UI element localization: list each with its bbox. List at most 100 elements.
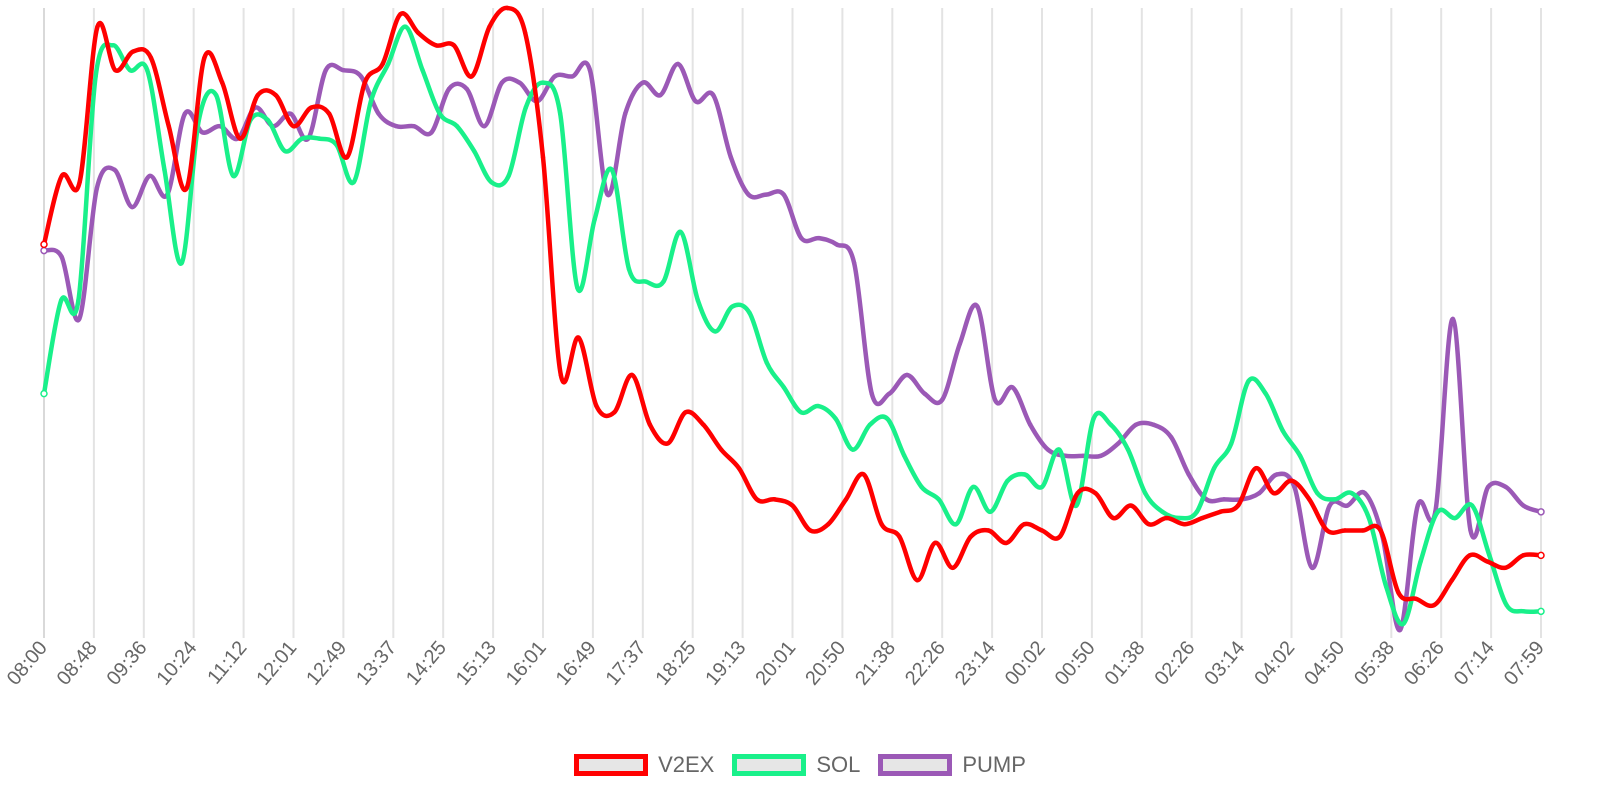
data-point-pump[interactable]	[323, 68, 328, 73]
data-point-pump[interactable]	[887, 391, 892, 396]
data-point-sol[interactable]	[523, 105, 528, 110]
data-point-sol[interactable]	[953, 522, 959, 527]
data-point-pump[interactable]	[1309, 565, 1315, 570]
data-point-sol[interactable]	[902, 453, 907, 459]
data-point-v2ex[interactable]	[237, 136, 243, 141]
data-point-v2ex[interactable]	[736, 466, 742, 471]
data-point-sol[interactable]	[385, 61, 391, 67]
data-point-v2ex[interactable]	[433, 43, 439, 48]
data-point-pump[interactable]	[147, 173, 152, 179]
data-point-v2ex[interactable]	[1307, 497, 1312, 502]
data-point-v2ex[interactable]	[1146, 522, 1152, 527]
data-point-pump[interactable]	[1274, 472, 1280, 477]
data-point-v2ex[interactable]	[1253, 466, 1259, 471]
data-point-v2ex[interactable]	[291, 123, 296, 129]
data-point-v2ex[interactable]	[1057, 534, 1063, 539]
data-point-pump[interactable]	[605, 192, 610, 197]
data-point-pump[interactable]	[59, 254, 64, 259]
data-point-sol[interactable]	[816, 403, 821, 409]
data-point-pump[interactable]	[746, 192, 751, 197]
data-point-v2ex[interactable]	[344, 155, 350, 160]
data-point-v2ex[interactable]	[398, 12, 403, 17]
data-point-sol[interactable]	[127, 68, 133, 73]
data-point-pump[interactable]	[446, 86, 452, 92]
data-point-v2ex[interactable]	[1396, 590, 1401, 595]
data-point-v2ex[interactable]	[469, 74, 474, 79]
data-point-sol[interactable]	[695, 298, 701, 303]
data-point-pump[interactable]	[358, 74, 364, 79]
data-point-pump[interactable]	[570, 74, 575, 79]
data-point-pump[interactable]	[1186, 472, 1191, 477]
data-point-pump[interactable]	[1257, 490, 1262, 496]
data-point-v2ex[interactable]	[1182, 522, 1187, 527]
data-point-v2ex[interactable]	[1431, 602, 1437, 608]
data-point-pump[interactable]	[1028, 422, 1033, 427]
data-point-sol[interactable]	[1039, 484, 1045, 490]
data-point-pump[interactable]	[1045, 447, 1051, 452]
data-point-pump[interactable]	[1292, 484, 1297, 490]
data-point-pump[interactable]	[1362, 490, 1368, 496]
legend-item-sol[interactable]: SOL	[732, 752, 860, 778]
data-point-sol[interactable]	[592, 217, 597, 222]
data-point-sol[interactable]	[867, 422, 873, 427]
data-point-sol[interactable]	[1418, 559, 1423, 564]
data-point-sol[interactable]	[282, 148, 288, 154]
data-point-sol[interactable]	[299, 136, 305, 141]
data-point-v2ex[interactable]	[629, 372, 635, 378]
data-point-pump[interactable]	[851, 260, 857, 266]
data-point-v2ex[interactable]	[915, 578, 920, 583]
data-point-pump[interactable]	[640, 80, 645, 85]
data-point-sol[interactable]	[936, 497, 941, 502]
data-point-pump[interactable]	[1098, 453, 1103, 459]
data-point-pump[interactable]	[622, 111, 628, 116]
data-point-sol[interactable]	[110, 43, 116, 48]
data-point-v2ex[interactable]	[522, 30, 528, 36]
data-point-v2ex[interactable]	[576, 335, 581, 340]
data-point-v2ex[interactable]	[1111, 515, 1116, 521]
data-point-sol[interactable]	[1125, 447, 1131, 452]
data-point-v2ex[interactable]	[451, 43, 457, 48]
data-point-v2ex[interactable]	[897, 534, 902, 539]
data-point-sol[interactable]	[712, 329, 718, 334]
data-point-sol[interactable]	[850, 447, 855, 452]
data-point-v2ex[interactable]	[772, 497, 777, 502]
data-point-v2ex[interactable]	[1378, 528, 1383, 533]
data-point-sol[interactable]	[1246, 379, 1251, 384]
data-point-sol[interactable]	[644, 279, 649, 284]
data-point-pump[interactable]	[1221, 497, 1227, 502]
data-point-v2ex[interactable]	[202, 55, 207, 60]
data-point-sol[interactable]	[626, 267, 632, 272]
data-point-sol[interactable]	[93, 74, 98, 79]
data-point-pump[interactable]	[763, 192, 769, 197]
data-point-sol[interactable]	[1332, 497, 1337, 502]
data-point-v2ex[interactable]	[1485, 559, 1490, 564]
data-point-pump[interactable]	[429, 130, 434, 135]
data-point-pump[interactable]	[411, 123, 417, 129]
data-point-pump[interactable]	[587, 68, 593, 73]
legend-item-v2ex[interactable]: V2EX	[574, 752, 714, 778]
data-point-sol[interactable]	[575, 285, 580, 291]
data-point-sol[interactable]	[833, 416, 838, 421]
data-point-sol[interactable]	[1108, 422, 1114, 427]
data-point-v2ex[interactable]	[719, 447, 724, 452]
data-point-sol[interactable]	[1211, 466, 1217, 471]
data-point-v2ex[interactable]	[986, 528, 991, 533]
data-point-sol[interactable]	[1074, 503, 1079, 508]
data-point-v2ex[interactable]	[1449, 578, 1455, 583]
data-point-v2ex[interactable]	[1093, 490, 1098, 496]
data-point-pump[interactable]	[464, 86, 469, 92]
data-point-v2ex[interactable]	[1075, 490, 1080, 496]
data-point-sol[interactable]	[162, 167, 167, 172]
data-point-sol[interactable]	[661, 279, 666, 284]
data-point-pump[interactable]	[288, 111, 293, 116]
data-point-pump[interactable]	[1116, 441, 1121, 446]
data-point-v2ex[interactable]	[1128, 503, 1134, 508]
data-point-sol[interactable]	[317, 136, 322, 141]
data-point-v2ex[interactable]	[1271, 490, 1276, 496]
data-point-pump[interactable]	[816, 235, 822, 241]
data-point-sol[interactable]	[454, 123, 460, 129]
data-point-v2ex[interactable]	[148, 55, 154, 60]
data-point-sol[interactable]	[213, 92, 219, 98]
data-point-v2ex[interactable]	[487, 24, 492, 29]
data-point-pump[interactable]	[1345, 503, 1350, 508]
